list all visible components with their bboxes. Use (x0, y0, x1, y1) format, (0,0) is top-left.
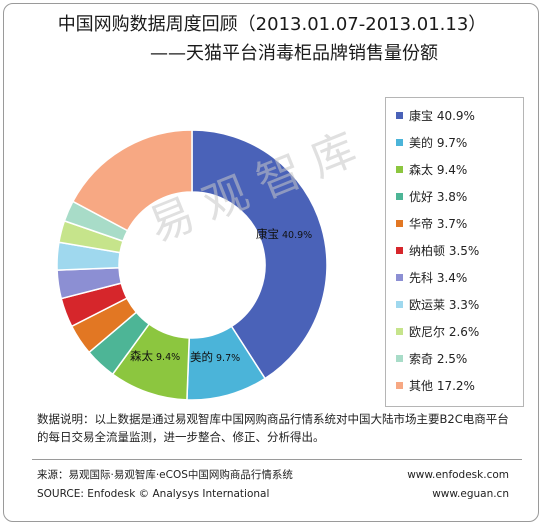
legend-label: 华帝 3.7% (409, 217, 468, 231)
legend-label: 森太 9.4% (409, 163, 468, 177)
legend-item: 其他 17.2% (396, 378, 475, 394)
legend-item: 康宝 40.9% (396, 108, 475, 124)
legend-item: 欧运莱 3.3% (396, 297, 479, 313)
legend-item: 欧尼尔 2.6% (396, 324, 479, 340)
website-link-eguan[interactable]: www.eguan.cn (432, 488, 509, 500)
source-cn: 来源：易观国际·易观智库·eCOS中国网购商品行情系统 (37, 469, 293, 481)
legend-swatch (396, 301, 403, 308)
legend: 康宝 40.9% 美的 9.7% 森太 9.4% 优好 3.8% 华帝 3.7% 纳柏顿 … (385, 97, 524, 407)
data-label-2: 美的 9.7% (190, 350, 240, 366)
legend-swatch (396, 355, 403, 362)
legend-label: 纳柏顿 3.5% (409, 244, 480, 258)
legend-label: 欧尼尔 2.6% (409, 325, 480, 339)
legend-item: 华帝 3.7% (396, 216, 467, 232)
legend-label: 优好 3.8% (409, 190, 468, 204)
data-label-name: 康宝 (256, 227, 279, 241)
legend-swatch (396, 328, 403, 335)
data-label-value: 40.9% (282, 230, 313, 241)
legend-label: 康宝 40.9% (409, 109, 475, 123)
legend-item: 森太 9.4% (396, 162, 467, 178)
legend-item: 先科 3.4% (396, 270, 467, 286)
donut-slice-1 (191, 129, 328, 380)
legend-item: 优好 3.8% (396, 189, 467, 205)
legend-label: 先科 3.4% (409, 271, 468, 285)
legend-swatch (396, 382, 403, 389)
website-link-enfodesk[interactable]: www.enfodesk.com (407, 469, 509, 481)
legend-label: 美的 9.7% (409, 136, 468, 150)
legend-item: 索奇 2.5% (396, 351, 467, 367)
legend-swatch (396, 139, 403, 146)
footer-divider (32, 459, 522, 460)
data-label-name: 森太 (130, 349, 153, 363)
legend-label: 其他 17.2% (409, 379, 475, 393)
legend-label: 索奇 2.5% (409, 352, 468, 366)
source-en: SOURCE: Enfodesk © Analysys Internationa… (37, 488, 270, 500)
data-label-value: 9.4% (156, 352, 181, 363)
chart-subtitle: ——天猫平台消毒柜品牌销售量份额 (150, 43, 438, 64)
legend-item: 美的 9.7% (396, 135, 467, 151)
donut-slice-11 (71, 129, 193, 232)
data-label-value: 9.7% (216, 353, 241, 364)
legend-label: 欧运莱 3.3% (409, 298, 480, 312)
data-note: 数据说明：以上数据是通过易观智库中国网购商品行情系统对中国大陆市场主要B2C电商… (37, 412, 509, 444)
legend-swatch (396, 112, 403, 119)
legend-swatch (396, 166, 403, 173)
chart-title: 中国网购数据周度回顾（2013.01.07-2013.01.13） (57, 14, 487, 35)
legend-swatch (396, 193, 403, 200)
data-label-1: 康宝 40.9% (256, 227, 312, 243)
data-label-3: 森太 9.4% (130, 349, 180, 365)
legend-swatch (396, 274, 403, 281)
legend-swatch (396, 247, 403, 254)
legend-item: 纳柏顿 3.5% (396, 243, 479, 259)
legend-swatch (396, 220, 403, 227)
data-label-name: 美的 (190, 350, 213, 364)
